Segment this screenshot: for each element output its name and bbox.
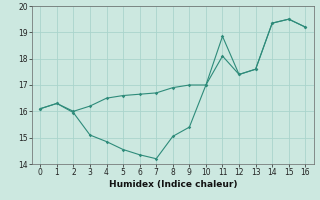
X-axis label: Humidex (Indice chaleur): Humidex (Indice chaleur) [108, 180, 237, 189]
